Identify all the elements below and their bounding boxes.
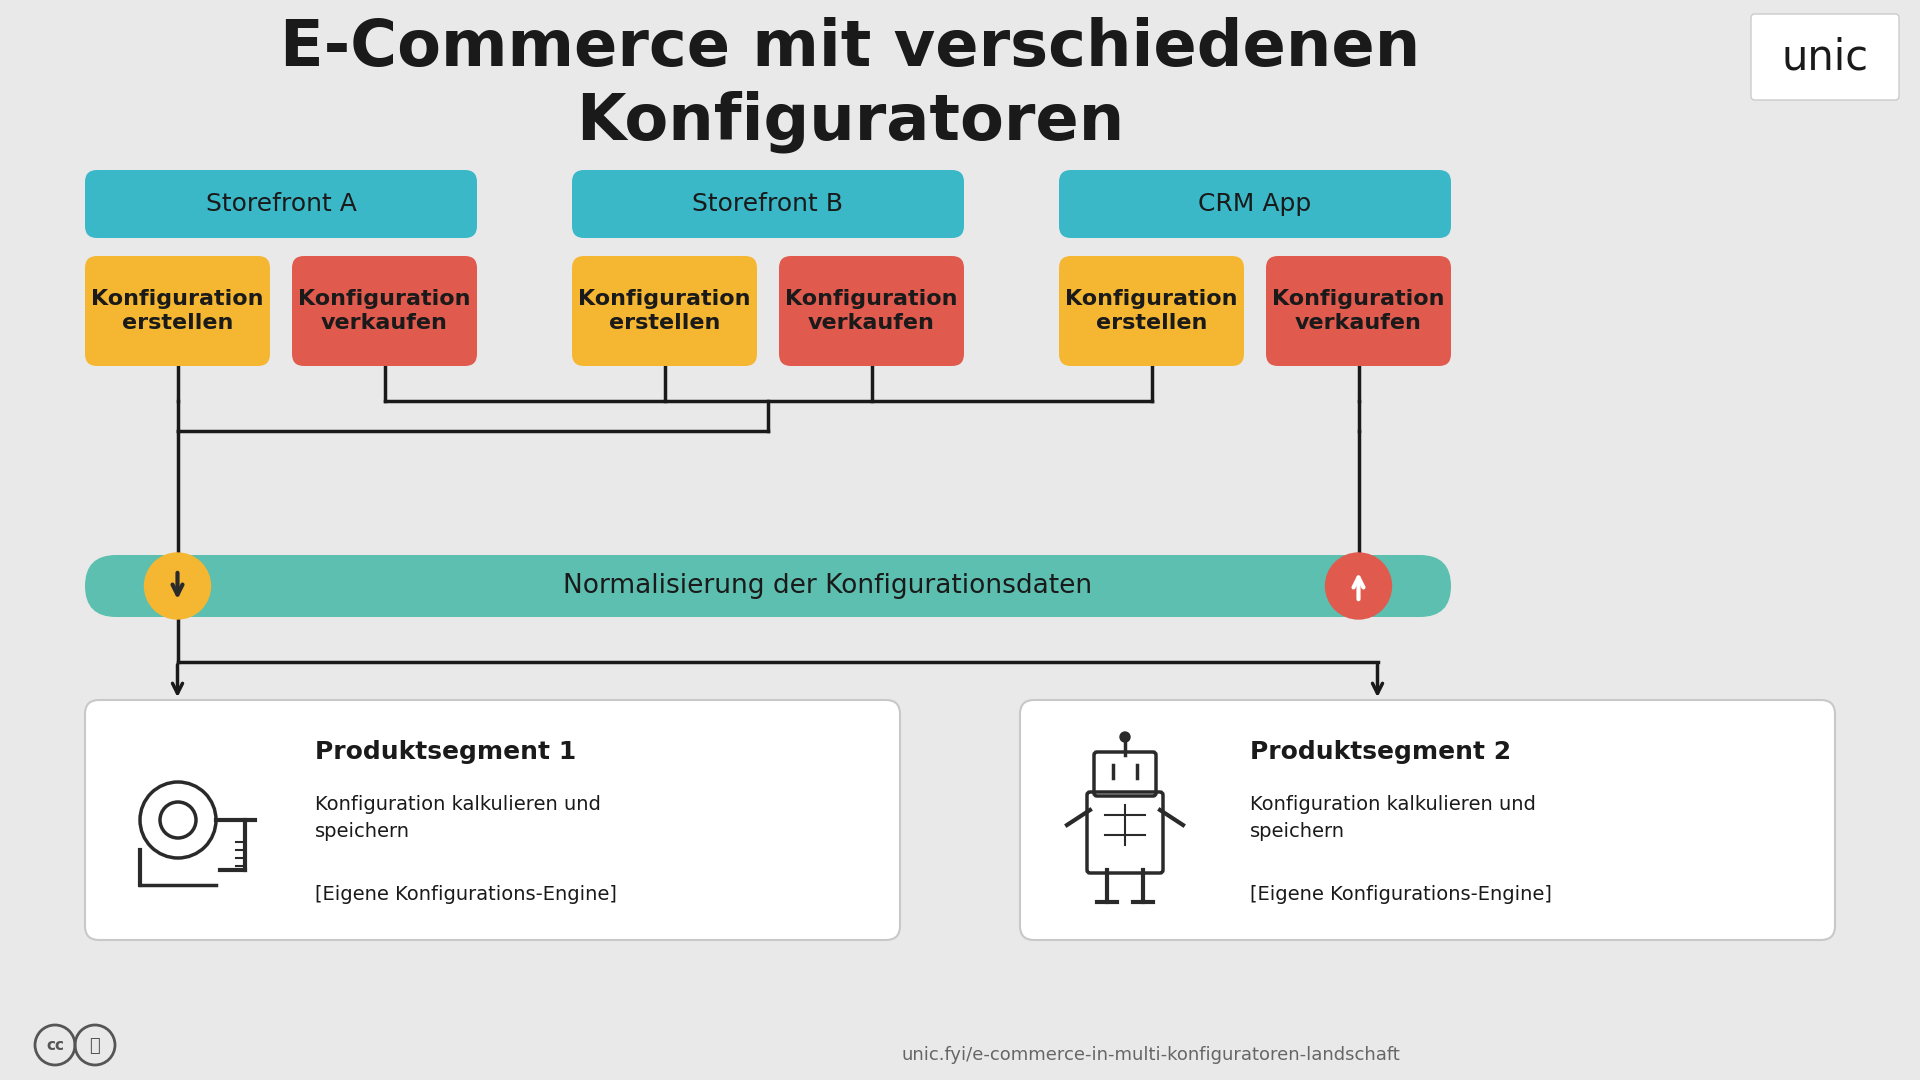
Text: Konfiguration
erstellen: Konfiguration erstellen [1066,288,1238,334]
FancyBboxPatch shape [84,256,271,366]
Text: Konfiguration
verkaufen: Konfiguration verkaufen [298,288,470,334]
Text: Storefront A: Storefront A [205,192,357,216]
Text: E-Commerce mit verschiedenen
Konfiguratoren: E-Commerce mit verschiedenen Konfigurato… [280,16,1421,153]
Text: unic: unic [1782,36,1868,78]
Text: Konfiguration kalkulieren und
speichern: Konfiguration kalkulieren und speichern [1250,795,1536,840]
FancyBboxPatch shape [1020,700,1836,940]
Text: Produktsegment 1: Produktsegment 1 [315,740,576,764]
Text: unic.fyi/e-commerce-in-multi-konfiguratoren-landschaft: unic.fyi/e-commerce-in-multi-konfigurato… [900,1047,1400,1064]
Circle shape [144,553,211,619]
Text: CRM App: CRM App [1198,192,1311,216]
FancyBboxPatch shape [1751,14,1899,100]
Text: Konfiguration
erstellen: Konfiguration erstellen [92,288,263,334]
FancyBboxPatch shape [572,170,964,238]
Text: Konfiguration
erstellen: Konfiguration erstellen [578,288,751,334]
Text: Konfiguration
verkaufen: Konfiguration verkaufen [1273,288,1444,334]
Circle shape [1119,732,1131,742]
FancyBboxPatch shape [1060,256,1244,366]
Text: Storefront B: Storefront B [693,192,843,216]
Text: [Eigene Konfigurations-Engine]: [Eigene Konfigurations-Engine] [315,886,616,905]
Text: Konfiguration kalkulieren und
speichern: Konfiguration kalkulieren und speichern [315,795,601,840]
FancyBboxPatch shape [84,170,476,238]
FancyBboxPatch shape [780,256,964,366]
Text: [Eigene Konfigurations-Engine]: [Eigene Konfigurations-Engine] [1250,886,1551,905]
FancyBboxPatch shape [84,700,900,940]
Text: Normalisierung der Konfigurationsdaten: Normalisierung der Konfigurationsdaten [563,573,1092,599]
FancyBboxPatch shape [1060,170,1452,238]
FancyBboxPatch shape [292,256,476,366]
FancyBboxPatch shape [1265,256,1452,366]
Text: Produktsegment 2: Produktsegment 2 [1250,740,1511,764]
FancyBboxPatch shape [572,256,756,366]
Circle shape [1325,553,1392,619]
Text: ⓘ: ⓘ [90,1037,100,1055]
Text: Konfiguration
verkaufen: Konfiguration verkaufen [785,288,958,334]
FancyBboxPatch shape [84,555,1452,617]
Text: cc: cc [46,1039,63,1053]
